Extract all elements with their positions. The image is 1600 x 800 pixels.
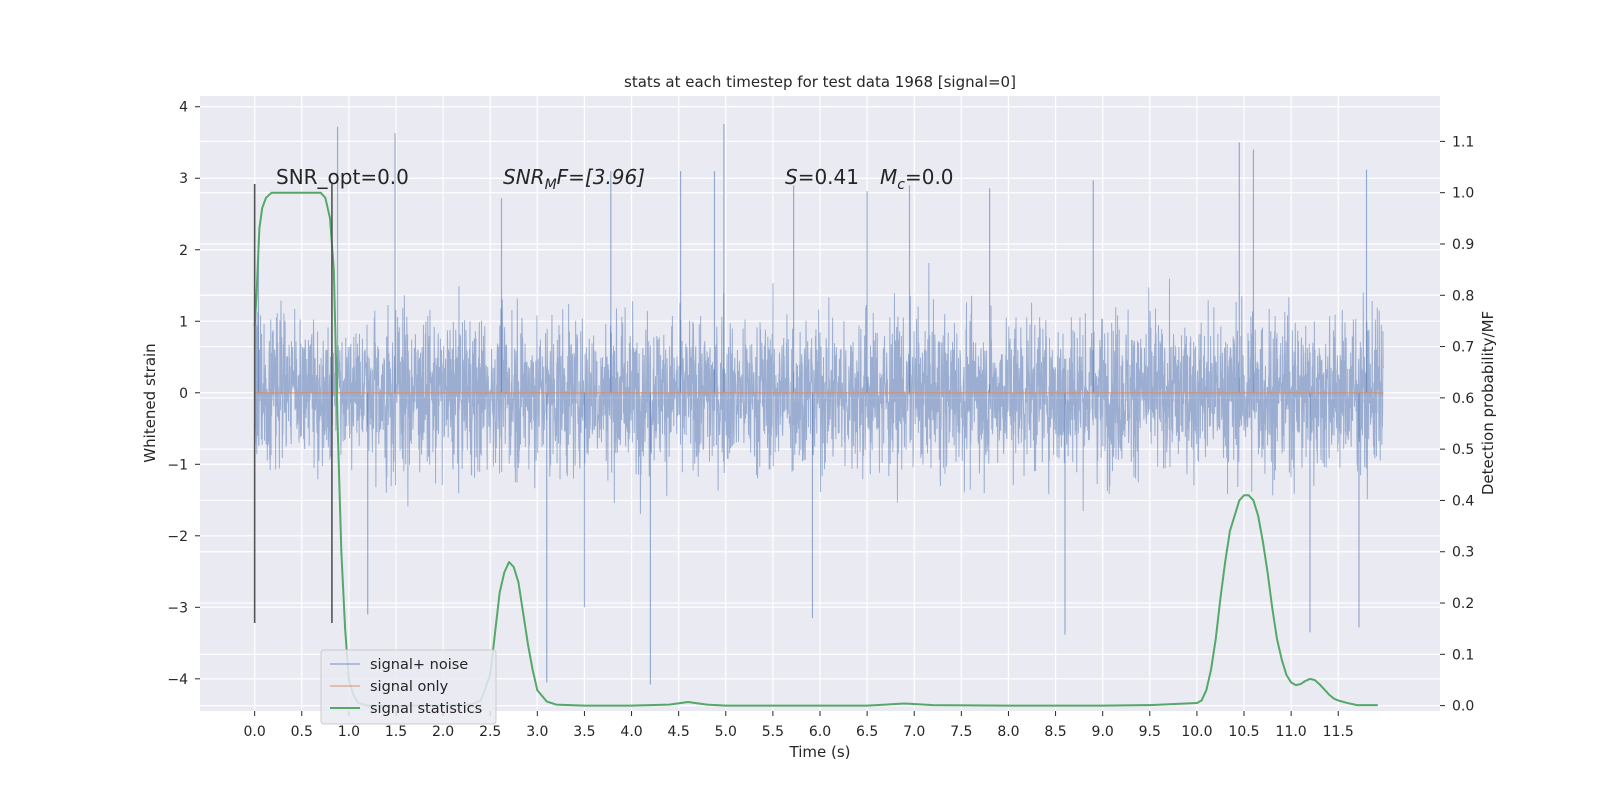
annotation-mc-rest: =0.0 xyxy=(905,165,954,189)
x-tick-label: 9.0 xyxy=(1092,724,1114,740)
y-tick-label: 0 xyxy=(179,386,188,402)
annotation-snr-mf-rest: F=[3.96] xyxy=(557,165,645,189)
annotation-snr-mf: SNRMF=[3.96] xyxy=(503,165,645,193)
annotation-s-symbol: S xyxy=(785,165,798,189)
x-tick-label: 1.0 xyxy=(338,724,360,740)
x-tick-label: 2.0 xyxy=(432,724,454,740)
legend: signal+ noise signal only signal statist… xyxy=(320,649,497,725)
annotation-s: S=0.41 xyxy=(785,165,859,189)
y-tick-label: 1 xyxy=(179,314,188,330)
legend-label-signal-only: signal only xyxy=(370,679,449,695)
y2-tick-label: 0.1 xyxy=(1452,647,1474,663)
x-tick-label: 7.5 xyxy=(950,724,972,740)
annotation-snr-opt: SNR_opt=0.0 xyxy=(276,165,409,189)
y-tick-label: −2 xyxy=(167,529,188,545)
legend-label-signal-statistics: signal statistics xyxy=(370,701,482,717)
y-tick-label: 3 xyxy=(179,171,188,187)
series-layer xyxy=(253,123,1384,707)
x-tick-label: 4.0 xyxy=(620,724,642,740)
x-tick-label: 2.5 xyxy=(479,724,501,740)
y-tick-label: 2 xyxy=(179,243,188,259)
x-tick-label: 10.5 xyxy=(1228,724,1259,740)
y-tick-label: −4 xyxy=(167,672,188,688)
annotation-s-rest: =0.41 xyxy=(798,165,859,189)
series-signal-noise xyxy=(254,262,1384,514)
y2-tick-label: 1.0 xyxy=(1452,186,1474,202)
axis-ticks: 0.0 0.5 1.0 1.5 2.0 2.5 3.0 3.5 4.0 4.5 5.0 5.5 6.0 6… xyxy=(167,100,1474,740)
y2-tick-label: 0.6 xyxy=(1452,391,1474,407)
legend-box xyxy=(320,649,497,725)
x-tick-label: 1.5 xyxy=(385,724,407,740)
annotation-snr-mf-sub: M xyxy=(545,177,557,193)
y2-tick-label: 1.1 xyxy=(1452,134,1474,150)
x-tick-label: 5.5 xyxy=(762,724,784,740)
y-tick-label: 4 xyxy=(179,100,188,116)
y-tick-label: −3 xyxy=(167,600,188,616)
x-tick-label: 10.0 xyxy=(1181,724,1212,740)
x-axis-label: Time (s) xyxy=(789,743,851,761)
annotations: SNR_opt=0.0 SNRMF=[3.96] S=0.41 Mc=0.0 xyxy=(276,165,954,193)
x-tick-label: 0.0 xyxy=(244,724,266,740)
y2-tick-label: 0.3 xyxy=(1452,545,1474,561)
annotation-mc: Mc=0.0 xyxy=(880,165,954,193)
y-axis-label: Whitened strain xyxy=(141,343,159,462)
x-tick-label: 11.5 xyxy=(1323,724,1354,740)
x-tick-label: 7.0 xyxy=(903,724,925,740)
x-tick-label: 0.5 xyxy=(291,724,313,740)
x-tick-label: 6.5 xyxy=(856,724,878,740)
x-tick-label: 9.5 xyxy=(1139,724,1161,740)
y2-tick-label: 0.9 xyxy=(1452,237,1474,253)
x-tick-label: 3.0 xyxy=(526,724,548,740)
x-tick-label: 6.0 xyxy=(809,724,831,740)
y-tick-label: −1 xyxy=(167,457,188,473)
legend-label-signal-noise: signal+ noise xyxy=(370,657,468,673)
x-tick-label: 8.0 xyxy=(997,724,1019,740)
x-tick-label: 5.0 xyxy=(715,724,737,740)
vertical-markers xyxy=(253,183,333,624)
series-signal-statistics xyxy=(253,191,1378,707)
y2-tick-label: 0.0 xyxy=(1452,699,1474,715)
x-tick-label: 4.5 xyxy=(668,724,690,740)
x-tick-label: 3.5 xyxy=(573,724,595,740)
x-tick-label: 11.0 xyxy=(1276,724,1307,740)
y2-tick-label: 0.2 xyxy=(1452,596,1474,612)
annotation-snr-mf-base: SNR xyxy=(503,165,545,189)
y2-axis-label: Detection probability/MF xyxy=(1479,311,1497,495)
annotation-mc-base: M xyxy=(880,165,897,189)
y2-tick-label: 0.8 xyxy=(1452,288,1474,304)
annotation-mc-sub: c xyxy=(897,177,905,193)
chart-title: stats at each timestep for test data 196… xyxy=(624,73,1016,91)
x-tick-label: 8.5 xyxy=(1044,724,1066,740)
y2-tick-label: 0.4 xyxy=(1452,493,1474,509)
y2-tick-label: 0.7 xyxy=(1452,340,1474,356)
y2-tick-label: 0.5 xyxy=(1452,442,1474,458)
